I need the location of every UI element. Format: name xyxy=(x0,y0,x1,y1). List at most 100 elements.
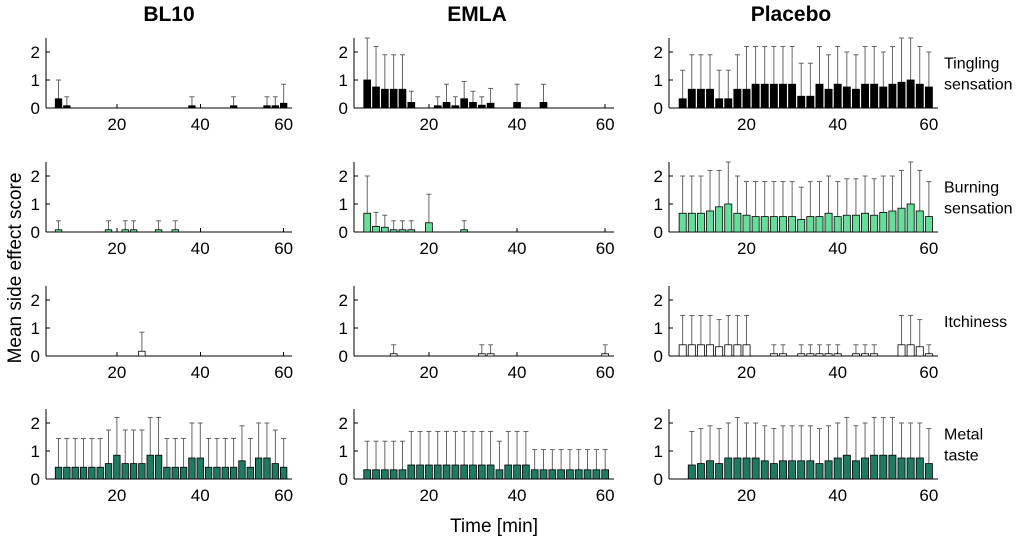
panel-r3-c1-x-tick-label: 20 xyxy=(419,486,438,505)
panel-r2-c2-bar xyxy=(678,344,687,357)
panel-r3-c1-x-tick-label: 60 xyxy=(596,486,615,505)
panel-r0-c1-bar xyxy=(398,88,407,109)
panel-r1-c2-y-tick-label: 0 xyxy=(654,223,663,242)
panel-r1-c2-bar xyxy=(815,216,824,233)
panel-r3-c2: 0 1 2 20 40 60 xyxy=(654,409,938,505)
panel-r2-c1-bar xyxy=(389,353,398,357)
panel-r3-c2-x-tick-label: 40 xyxy=(828,486,847,505)
panel-r2-c2-bar xyxy=(687,344,696,357)
panel-r1-c2-bar xyxy=(678,212,687,233)
panel-r3-c0-bar xyxy=(238,460,246,480)
panel-r3-c0-bar xyxy=(204,466,213,480)
panel-r3-c2-bar xyxy=(742,457,751,480)
panel-r0-c2-bar xyxy=(897,81,906,109)
row-label-3: taste xyxy=(944,448,979,465)
row-label-1: sensation xyxy=(944,201,1013,218)
column-title-emla: EMLA xyxy=(447,3,507,26)
panel-r3-c0-bar xyxy=(104,463,113,480)
panel-r1-c2-bar xyxy=(751,216,760,233)
panel-r0-c2-bar xyxy=(924,86,933,109)
panel-r3-c1-bar xyxy=(381,469,389,480)
row-label-1: Burning xyxy=(944,180,999,197)
panel-r1-c2-bar xyxy=(833,216,842,233)
panel-r1-c2-bar xyxy=(687,212,696,233)
panel-r0-c0-y-tick-label: 2 xyxy=(31,43,40,62)
panel-r2-c2: 0 1 2 20 40 60 xyxy=(654,286,938,382)
panel-r3-c2-bar xyxy=(861,457,870,480)
panel-r3-c1-bar xyxy=(425,464,433,480)
column-title-bl10: BL10 xyxy=(143,3,194,26)
panel-r2-c2-y-tick-label: 0 xyxy=(654,347,663,366)
panel-r1-c1: 0 1 2 20 40 60 xyxy=(339,162,615,258)
panel-r0-c1-bar xyxy=(442,102,451,109)
panel-r3-c2-bar xyxy=(760,460,769,480)
panel-r3-c0-bar xyxy=(254,457,263,480)
panel-r2-c2-x-tick-label: 40 xyxy=(828,363,847,382)
panel-r1-c2-y-tick-label: 2 xyxy=(654,167,663,186)
panel-r3-c0-bar xyxy=(79,466,88,480)
panel-r3-c1-bar xyxy=(504,464,513,480)
panel-r1-c0-y-tick-label: 0 xyxy=(31,223,40,242)
panel-r2-c2-bar xyxy=(915,346,924,357)
panel-r1-c2-bar xyxy=(769,216,778,233)
panel-r2-c2-bar xyxy=(742,344,751,357)
panel-r2-c2-bar xyxy=(696,344,705,357)
panel-r0-c1-bar xyxy=(433,105,442,109)
panel-r3-c2-bar xyxy=(733,457,742,480)
panel-r3-c2-bar xyxy=(833,457,842,480)
panel-r0-c2-bar xyxy=(751,83,760,109)
panel-r1-c2-bar xyxy=(924,216,933,233)
panel-r3-c0-bar xyxy=(71,466,79,480)
panel-r3-c2-bar xyxy=(706,460,714,480)
panel-r2-c0-x-tick-label: 60 xyxy=(274,363,293,382)
panel-r0-c2-x-tick-label: 60 xyxy=(919,115,938,134)
panel-r1-c0-bar xyxy=(171,229,179,233)
panel-r3-c0-bar xyxy=(229,466,238,480)
panel-r0-c1-bar xyxy=(486,102,495,109)
panel-r3-c2-bar xyxy=(696,463,705,480)
panel-r1-c1-y-tick-label: 1 xyxy=(339,195,348,214)
panel-r3-c1-bar xyxy=(433,464,442,480)
panel-r3-c0-bar xyxy=(63,466,71,480)
panel-r2-c2-y-tick-label: 2 xyxy=(654,291,663,310)
panel-r0-c0-x-tick-label: 20 xyxy=(107,115,126,134)
panel-r3-c2-bar xyxy=(924,463,933,480)
panel-r2-c2-x-tick-label: 60 xyxy=(919,363,938,382)
panel-r2-c2-bar xyxy=(870,353,879,357)
panel-r0-c1-bar xyxy=(460,98,469,109)
panel-r0-c1-bar xyxy=(477,104,486,109)
row-label-3: Metal xyxy=(944,427,983,444)
panel-r2-c0-bar xyxy=(138,350,146,357)
panel-r3-c0-bar xyxy=(221,466,229,480)
panel-r0-c0-bar xyxy=(271,105,279,109)
panel-r1-c2-bar xyxy=(760,216,769,233)
panel-r1-c0-bar xyxy=(154,229,163,233)
panel-r2-c2-bar xyxy=(861,353,870,357)
panel-r3-c0-x-tick-label: 40 xyxy=(191,486,210,505)
panel-r2-c1-x-tick-label: 20 xyxy=(419,363,438,382)
panel-r0-c1-y-tick-label: 1 xyxy=(339,71,348,90)
panel-r2-c0-y-tick-label: 1 xyxy=(31,319,40,338)
x-axis-title: Time [min] xyxy=(450,516,538,537)
panel-r3-c1-bar xyxy=(486,464,495,480)
panel-r1-c2-bar xyxy=(788,216,797,233)
panel-r3-c0-bar xyxy=(54,466,63,480)
panel-r2-c1-bar xyxy=(601,353,610,357)
panel-r0-c2-bar xyxy=(915,83,924,109)
panel-r1-c1-y-tick-label: 2 xyxy=(339,167,348,186)
panel-r0-c2-bar xyxy=(888,83,897,109)
panel-r2-c1-y-tick-label: 1 xyxy=(339,319,348,338)
panel-r3-c0-bar xyxy=(129,463,138,480)
panel-r3-c0-bar xyxy=(263,457,271,480)
panel-r2-c0-x-tick-label: 20 xyxy=(107,363,126,382)
panel-r2-c1: 0 1 2 20 40 60 xyxy=(339,286,615,382)
panel-r3-c1-bar xyxy=(566,469,574,480)
panel-r3-c0-bar xyxy=(213,466,221,480)
panel-r0-c2-bar xyxy=(742,88,751,109)
panel-r3-c0-bar xyxy=(196,457,204,480)
panel-r3-c2-bar xyxy=(687,464,696,480)
panel-r2-c1-x-tick-label: 60 xyxy=(596,363,615,382)
panel-r3-c1-y-tick-label: 1 xyxy=(339,442,348,461)
panel-r0-c2-bar xyxy=(696,88,705,109)
